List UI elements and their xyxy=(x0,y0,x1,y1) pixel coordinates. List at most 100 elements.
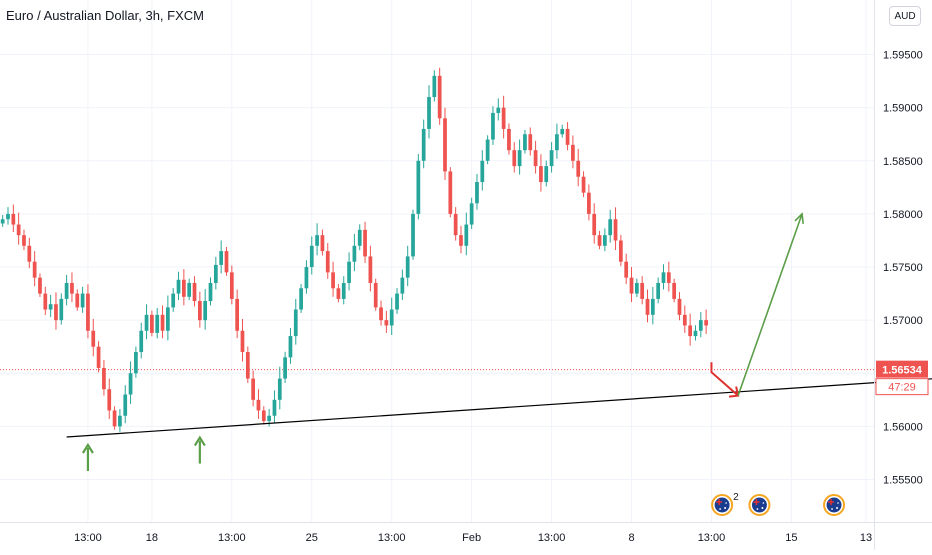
candle-body[interactable] xyxy=(229,272,234,299)
currency-badge[interactable]: AUD xyxy=(889,6,921,26)
candle[interactable] xyxy=(352,233,357,272)
candle[interactable] xyxy=(245,346,250,384)
candle-body[interactable] xyxy=(405,256,410,278)
candle-body[interactable] xyxy=(437,75,442,119)
candle[interactable] xyxy=(251,370,256,407)
candle-body[interactable] xyxy=(16,224,21,236)
candle-body[interactable] xyxy=(512,150,517,167)
projection-up-leg[interactable] xyxy=(737,212,804,396)
candle[interactable] xyxy=(299,284,303,313)
candle-body[interactable] xyxy=(261,410,266,422)
candle-body[interactable] xyxy=(571,144,575,161)
candle[interactable] xyxy=(411,209,415,260)
candle-body[interactable] xyxy=(517,150,522,167)
candle-body[interactable] xyxy=(357,229,362,246)
candle[interactable] xyxy=(336,284,341,303)
candle-body[interactable] xyxy=(27,245,32,262)
candle[interactable] xyxy=(469,197,474,229)
candle[interactable] xyxy=(517,139,522,175)
candle[interactable] xyxy=(144,304,149,340)
candle[interactable] xyxy=(277,366,282,410)
candle-body[interactable] xyxy=(496,107,501,113)
candle-body[interactable] xyxy=(603,235,607,246)
candle[interactable] xyxy=(581,171,586,198)
candle[interactable] xyxy=(22,229,26,251)
candle-body[interactable] xyxy=(160,314,165,331)
candle[interactable] xyxy=(325,243,330,279)
candle[interactable] xyxy=(672,278,677,303)
candle[interactable] xyxy=(389,297,394,335)
candle-body[interactable] xyxy=(475,182,479,204)
candle-body[interactable] xyxy=(352,245,357,262)
candle[interactable] xyxy=(373,278,378,311)
candle-body[interactable] xyxy=(22,235,26,246)
candle[interactable] xyxy=(405,245,410,287)
candle[interactable] xyxy=(603,228,607,252)
candle[interactable] xyxy=(533,140,538,174)
candle-body[interactable] xyxy=(171,293,176,308)
candle[interactable] xyxy=(592,203,597,244)
candle[interactable] xyxy=(437,67,442,125)
candle-body[interactable] xyxy=(624,261,629,278)
projection-down-leg[interactable] xyxy=(710,362,740,398)
candle-body[interactable] xyxy=(661,272,666,283)
candle-body[interactable] xyxy=(443,118,447,172)
candle-body[interactable] xyxy=(235,298,240,331)
candle-body[interactable] xyxy=(453,213,458,236)
candle-body[interactable] xyxy=(224,251,229,273)
candle-body[interactable] xyxy=(118,415,122,427)
support-trendline[interactable] xyxy=(66,378,932,438)
candle-body[interactable] xyxy=(379,307,383,321)
candle[interactable] xyxy=(432,70,437,102)
candle-body[interactable] xyxy=(38,277,42,294)
candle[interactable] xyxy=(208,277,213,306)
candle-body[interactable] xyxy=(544,166,549,183)
candle-body[interactable] xyxy=(304,267,309,289)
candle[interactable] xyxy=(288,328,293,364)
candle-body[interactable] xyxy=(672,282,677,299)
candle[interactable] xyxy=(384,310,389,333)
candle-body[interactable] xyxy=(277,378,282,400)
candle[interactable] xyxy=(448,167,453,218)
candle-body[interactable] xyxy=(320,235,325,252)
event-icons[interactable]: 2 xyxy=(711,492,846,516)
candle[interactable] xyxy=(112,406,117,430)
candle[interactable] xyxy=(666,261,671,292)
candle[interactable] xyxy=(453,207,458,241)
candle-body[interactable] xyxy=(80,293,85,308)
up-arrow-icon[interactable] xyxy=(193,435,206,464)
candle-body[interactable] xyxy=(134,352,138,374)
candle[interactable] xyxy=(107,378,112,419)
candle-body[interactable] xyxy=(240,330,245,353)
candle[interactable] xyxy=(501,95,506,139)
candle[interactable] xyxy=(43,286,48,315)
candle[interactable] xyxy=(544,160,549,187)
candle[interactable] xyxy=(549,142,554,173)
candle-body[interactable] xyxy=(528,134,533,151)
candle-body[interactable] xyxy=(139,330,144,353)
candle-body[interactable] xyxy=(677,298,682,315)
candle[interactable] xyxy=(256,389,261,419)
candle[interactable] xyxy=(86,284,90,339)
candle[interactable] xyxy=(480,150,485,191)
candle[interactable] xyxy=(75,289,80,311)
candle[interactable] xyxy=(272,390,277,424)
candle-body[interactable] xyxy=(555,134,559,151)
candle-body[interactable] xyxy=(448,171,453,214)
candle[interactable] xyxy=(645,289,650,323)
candle-body[interactable] xyxy=(283,357,287,379)
candle-body[interactable] xyxy=(331,272,335,289)
candle[interactable] xyxy=(677,292,682,321)
candle[interactable] xyxy=(624,253,629,285)
up-arrow-icon[interactable] xyxy=(82,442,94,472)
candle-body[interactable] xyxy=(469,203,474,225)
candle[interactable] xyxy=(613,207,618,250)
candle-body[interactable] xyxy=(384,320,389,326)
candle[interactable] xyxy=(48,294,53,318)
candle[interactable] xyxy=(304,260,309,294)
candle-body[interactable] xyxy=(592,213,597,236)
candle-body[interactable] xyxy=(256,399,261,411)
candle[interactable] xyxy=(70,272,74,303)
candle[interactable] xyxy=(213,256,218,290)
